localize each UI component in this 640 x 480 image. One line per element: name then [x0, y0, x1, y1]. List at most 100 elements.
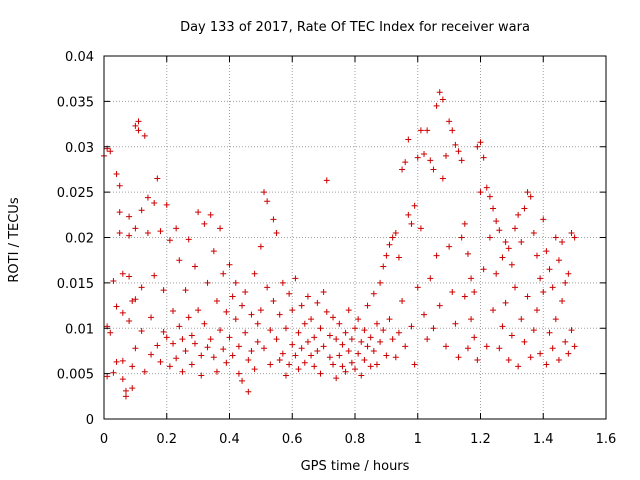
axis-ticks: [103, 55, 607, 420]
data-point: [217, 327, 224, 334]
data-point: [289, 307, 296, 314]
data-point: [455, 354, 462, 361]
data-point: [455, 148, 462, 155]
x-tick-label: 1.6: [596, 432, 617, 447]
data-point: [173, 225, 180, 232]
data-point: [499, 254, 506, 261]
y-tick-label: 0.04: [65, 50, 94, 65]
data-point: [480, 266, 487, 273]
data-point: [286, 290, 293, 297]
data-point: [524, 293, 531, 300]
data-point: [571, 343, 578, 350]
data-point: [204, 344, 211, 351]
data-point: [220, 346, 227, 353]
y-tick-label: 0.035: [57, 95, 94, 110]
data-point: [122, 387, 129, 394]
y-tick-label: 0.01: [65, 322, 94, 337]
data-point: [292, 275, 299, 282]
data-point: [207, 211, 214, 218]
data-point: [364, 302, 371, 309]
data-point: [132, 225, 139, 232]
data-point: [496, 227, 503, 234]
data-point: [424, 127, 431, 134]
data-point: [132, 296, 139, 303]
x-tick-label: 0.4: [219, 432, 240, 447]
data-point: [308, 352, 315, 359]
data-point: [151, 272, 158, 279]
data-point: [126, 232, 133, 239]
data-point: [119, 309, 126, 316]
data-point: [348, 336, 355, 343]
data-point: [345, 307, 352, 314]
data-point: [502, 239, 509, 246]
data-point: [515, 363, 522, 370]
data-point: [201, 320, 208, 327]
data-point: [223, 308, 230, 315]
data-point: [304, 338, 311, 345]
data-point: [314, 299, 321, 306]
data-point: [273, 336, 280, 343]
data-point: [474, 357, 481, 364]
data-point: [213, 298, 220, 305]
data-point: [386, 241, 393, 248]
data-point: [286, 361, 293, 368]
data-point: [348, 359, 355, 366]
data-point: [468, 316, 475, 323]
data-point: [352, 325, 358, 332]
data-point: [512, 225, 519, 232]
y-tick-label: 0: [86, 413, 94, 428]
data-point: [336, 320, 343, 327]
data-point: [276, 311, 283, 318]
data-point: [552, 316, 559, 323]
data-point: [496, 345, 503, 352]
data-point: [166, 363, 173, 370]
data-point: [232, 279, 239, 286]
data-point: [568, 327, 575, 334]
data-point: [301, 359, 308, 366]
data-point: [380, 263, 387, 270]
data-point: [565, 350, 572, 357]
data-point: [477, 189, 484, 196]
data-point: [317, 370, 324, 377]
data-point: [449, 288, 456, 295]
data-point: [430, 166, 437, 173]
data-point: [148, 351, 155, 358]
data-point: [276, 357, 283, 364]
data-point: [126, 213, 133, 220]
data-point: [499, 323, 506, 330]
data-point: [239, 302, 246, 309]
data-point: [483, 184, 490, 191]
data-point: [546, 266, 553, 273]
chart-title: Day 133 of 2017, Rate Of TEC Index for r…: [180, 20, 530, 35]
data-point: [188, 332, 195, 339]
data-point: [289, 341, 296, 348]
data-point: [383, 252, 390, 259]
data-point: [339, 363, 346, 370]
data-point: [235, 343, 242, 350]
data-point: [442, 152, 449, 159]
data-point: [427, 157, 434, 164]
data-point: [195, 209, 202, 216]
data-point: [530, 327, 537, 334]
y-tick-label: 0.02: [65, 232, 94, 247]
data-point: [110, 369, 117, 376]
data-point: [326, 332, 333, 339]
data-point: [442, 343, 449, 350]
data-point: [436, 89, 443, 96]
data-point: [471, 288, 478, 295]
data-point: [436, 302, 443, 309]
data-point: [380, 327, 387, 334]
data-point: [229, 293, 236, 300]
data-point: [235, 370, 242, 377]
data-point: [107, 148, 114, 155]
data-point: [549, 345, 556, 352]
x-tick-label: 1: [414, 432, 422, 447]
x-tick-labels: 0 0.2 0.4 0.6 0.8 1 1.2 1.4 1.6: [100, 432, 616, 447]
data-point: [358, 338, 365, 345]
data-point: [430, 325, 437, 332]
data-point: [279, 350, 286, 357]
data-point: [562, 279, 569, 286]
data-point: [515, 211, 522, 218]
data-point: [279, 279, 286, 286]
